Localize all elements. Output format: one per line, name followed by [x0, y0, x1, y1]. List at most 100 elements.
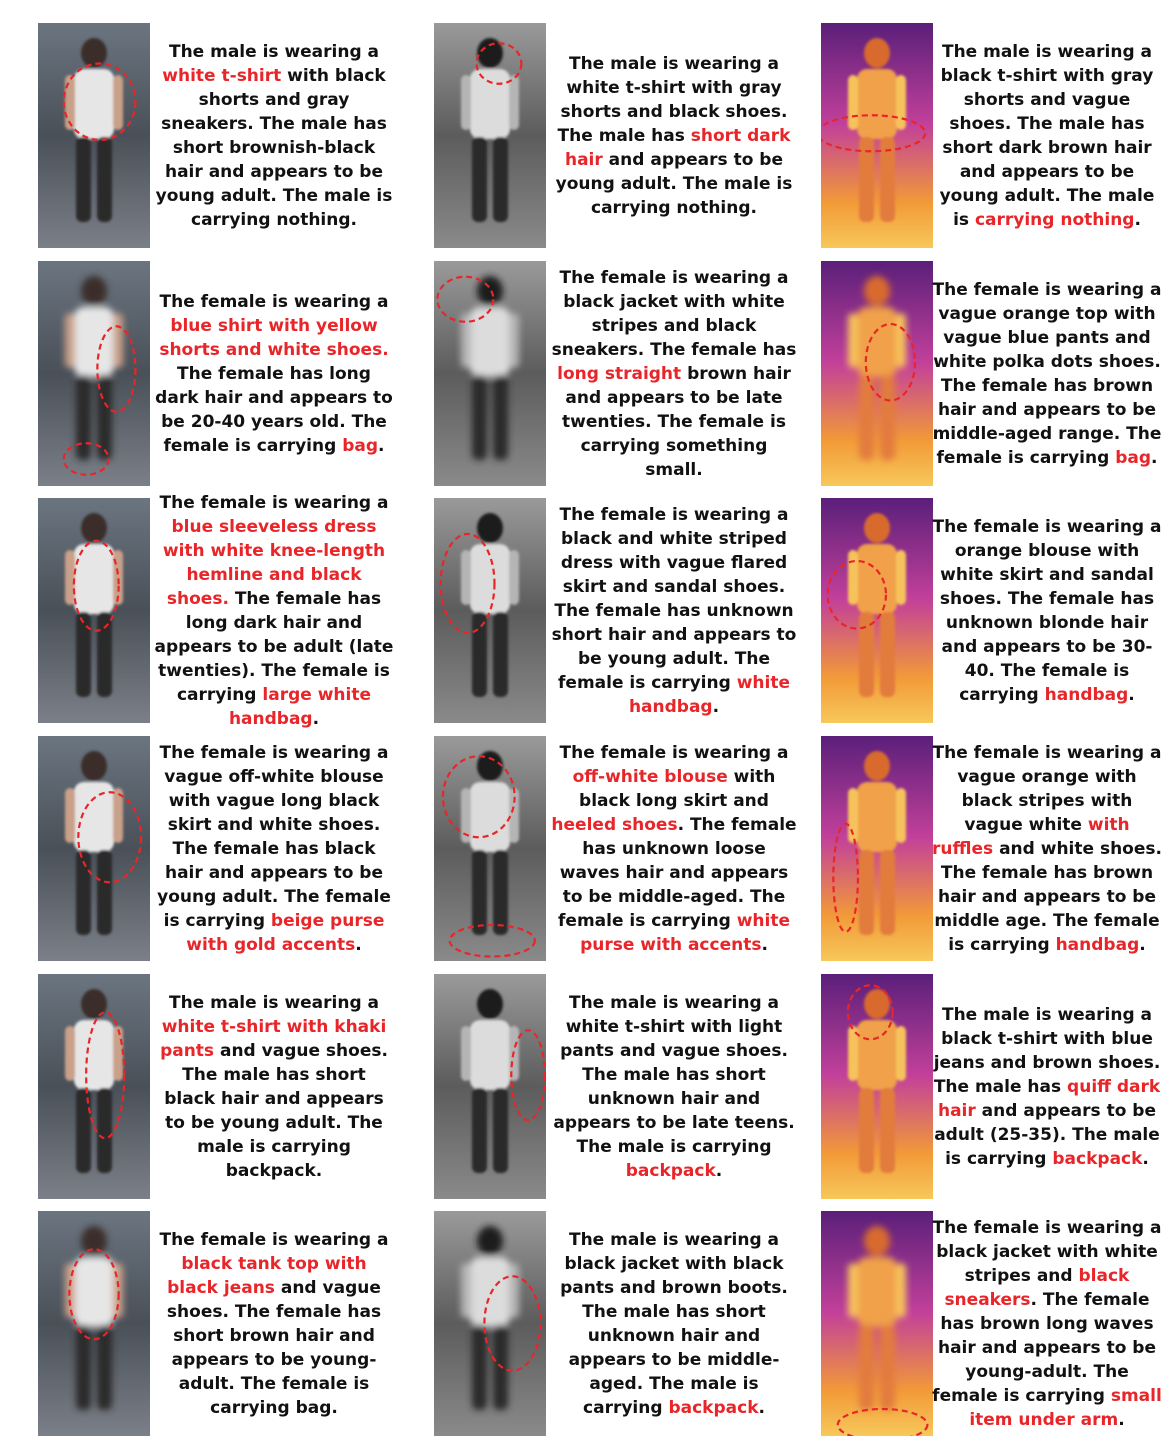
head-shape: [477, 276, 503, 306]
photo-svg: [434, 736, 546, 961]
caption-paragraph: The male is wearing a black t-shirt with…: [931, 1003, 1163, 1171]
head-shape: [477, 751, 503, 781]
person-figure: [65, 38, 123, 222]
caption-phrase: The female is wearing a orange blouse wi…: [932, 516, 1162, 705]
sample-cell: The female is wearing a vague orange wit…: [821, 736, 1170, 961]
caption-phrase: The male is wearing a black jacket with …: [560, 1229, 788, 1418]
sample-cell: The male is wearing a white t-shirt with…: [434, 23, 802, 248]
attention-ellipse: [68, 1248, 120, 1341]
person-photo: [821, 736, 933, 961]
right-arm-shape: [113, 313, 123, 368]
photo-svg: [821, 498, 933, 723]
left-leg-shape: [76, 612, 91, 697]
highlighted-phrase: small item under arm: [969, 1385, 1162, 1430]
caption-paragraph: The female is wearing a black jacket wit…: [550, 266, 798, 482]
left-arm-shape: [848, 75, 858, 130]
right-arm-shape: [896, 550, 906, 605]
caption-paragraph: The female is wearing a black jacket wit…: [931, 1216, 1163, 1432]
caption-phrase: The female is wearing a black jacket wit…: [932, 1217, 1162, 1286]
torso-shape: [74, 1020, 114, 1090]
right-leg-shape: [493, 375, 508, 460]
person-figure: [461, 276, 519, 460]
head-shape: [81, 989, 107, 1019]
person-photo: [38, 261, 150, 486]
left-leg-shape: [76, 850, 91, 935]
highlighted-phrase: carrying nothing: [974, 209, 1135, 230]
highlighted-phrase: white t-shirt with khaki pants: [160, 1016, 387, 1061]
attention-ellipse: [441, 755, 516, 839]
head-shape: [864, 1226, 890, 1256]
right-arm-shape: [113, 75, 123, 130]
attention-ellipse: [821, 114, 927, 153]
highlighted-phrase: bag: [1115, 447, 1151, 468]
person-photo: [821, 23, 933, 248]
person-photo: [434, 1211, 546, 1436]
person-figure: [461, 989, 519, 1173]
left-leg-shape: [472, 375, 487, 460]
right-arm-shape: [509, 788, 519, 843]
caption-text: The female is wearing a black and white …: [550, 498, 798, 723]
person-photo: [821, 261, 933, 486]
caption-paragraph: The female is wearing a orange blouse wi…: [931, 515, 1163, 707]
highlighted-phrase: beige purse with gold accents: [186, 910, 385, 955]
attention-ellipse: [439, 532, 496, 635]
caption-phrase: .: [1151, 447, 1158, 468]
person-photo: [434, 23, 546, 248]
caption-paragraph: The male is wearing a white t-shirt with…: [154, 40, 394, 232]
left-arm-shape: [461, 1263, 471, 1318]
caption-paragraph: The female is wearing a black and white …: [550, 503, 798, 719]
caption-paragraph: The female is wearing a vague orange wit…: [931, 741, 1163, 957]
highlighted-phrase: backpack: [1052, 1148, 1143, 1169]
person-photo: [434, 498, 546, 723]
attention-ellipse: [483, 1275, 542, 1372]
person-photo: [434, 261, 546, 486]
left-arm-shape: [848, 313, 858, 368]
person-figure: [848, 751, 906, 935]
caption-phrase: The female is wearing a: [159, 1229, 389, 1250]
caption-phrase: The female is wearing a vague orange top…: [932, 279, 1162, 468]
torso-shape: [470, 307, 510, 377]
attention-ellipse: [864, 322, 917, 402]
caption-phrase: .: [758, 1397, 765, 1418]
caption-phrase: and vague shoes. The female has short br…: [166, 1277, 382, 1418]
caption-phrase: The female is wearing a vague orange wit…: [932, 742, 1162, 835]
highlighted-phrase: white handbag: [628, 672, 790, 717]
torso-shape: [857, 1020, 897, 1090]
caption-paragraph: The male is wearing a black t-shirt with…: [931, 40, 1163, 232]
caption-paragraph: The female is wearing a blue shirt with …: [154, 290, 394, 458]
caption-phrase: and vague shoes. The male has short blac…: [164, 1040, 388, 1181]
torso-shape: [470, 1020, 510, 1090]
person-photo: [434, 974, 546, 1199]
right-arm-shape: [509, 550, 519, 605]
caption-phrase: The female has long dark hair and appear…: [155, 363, 393, 456]
caption-text: The female is wearing a black jacket wit…: [931, 1211, 1163, 1436]
left-arm-shape: [848, 550, 858, 605]
head-shape: [81, 751, 107, 781]
caption-phrase: The male is wearing a: [168, 41, 380, 62]
person-figure: [65, 751, 123, 935]
highlighted-phrase: blue sleeveless dress with white knee-le…: [162, 516, 386, 609]
highlighted-phrase: with ruffles: [932, 814, 1130, 859]
caption-phrase: and white shoes. The female has brown ha…: [934, 838, 1162, 955]
attention-ellipse: [475, 42, 523, 85]
caption-phrase: The male is wearing a white t-shirt with…: [553, 992, 795, 1157]
right-leg-shape: [97, 137, 112, 222]
left-leg-shape: [472, 1088, 487, 1173]
head-shape: [477, 513, 503, 543]
attention-ellipse: [448, 923, 536, 958]
highlighted-phrase: off-white blouse: [572, 766, 728, 787]
photo-svg: [38, 498, 150, 723]
caption-paragraph: The male is wearing a white t-shirt with…: [550, 991, 798, 1183]
caption-paragraph: The female is wearing a off-white blouse…: [550, 741, 798, 957]
torso-shape: [470, 1257, 510, 1327]
torso-shape: [74, 307, 114, 377]
caption-paragraph: The female is wearing a vague orange top…: [931, 278, 1163, 470]
photo-svg: [434, 261, 546, 486]
right-arm-shape: [509, 75, 519, 130]
right-leg-shape: [97, 1325, 112, 1410]
caption-phrase: . The female has brown long waves hair a…: [932, 1289, 1157, 1406]
right-leg-shape: [493, 850, 508, 935]
caption-text: The female is wearing a blue shirt with …: [154, 261, 394, 486]
caption-text: The male is wearing a black t-shirt with…: [931, 974, 1163, 1199]
caption-paragraph: The female is wearing a vague off-white …: [154, 741, 394, 957]
